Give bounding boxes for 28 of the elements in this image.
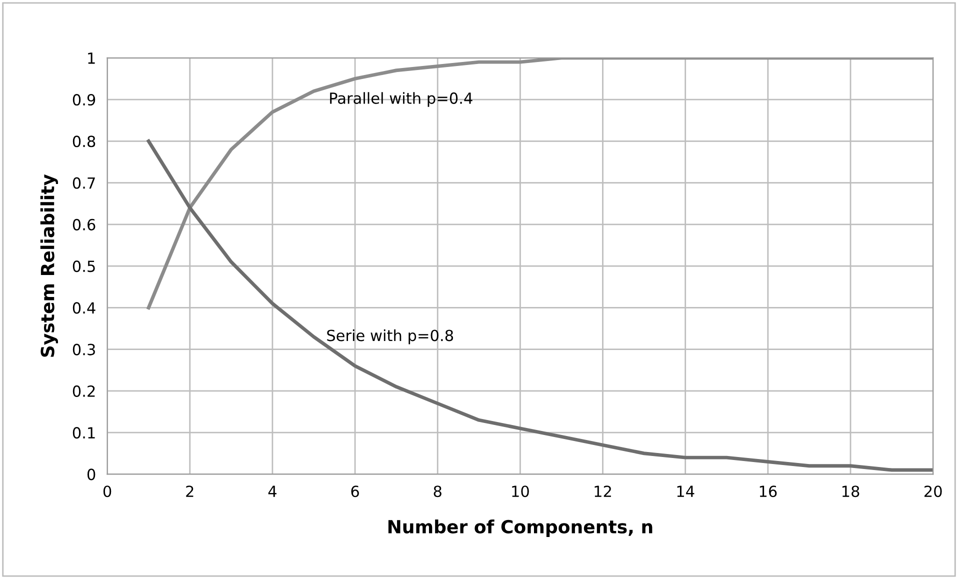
y-tick-label: 0.1 bbox=[72, 427, 95, 439]
x-tick-label: 6 bbox=[351, 486, 359, 498]
x-axis-title: Number of Components, n bbox=[388, 520, 652, 538]
x-tick-label: 16 bbox=[760, 486, 777, 498]
line-series bbox=[146, 58, 934, 310]
x-tick-label: 10 bbox=[512, 486, 529, 498]
y-tick-label: 0 bbox=[87, 468, 96, 480]
y-tick-label: 0.5 bbox=[72, 260, 95, 272]
x-tick-label: 12 bbox=[594, 486, 611, 497]
x-tick-label: 18 bbox=[842, 486, 860, 498]
y-tick-label: 0.3 bbox=[72, 344, 95, 356]
x-tick-label: 4 bbox=[268, 486, 276, 497]
y-tick-label: 0.6 bbox=[72, 218, 96, 230]
y-tick-label: 0.4 bbox=[72, 302, 96, 314]
y-tick-label: 1 bbox=[88, 52, 95, 64]
x-tick-label: 14 bbox=[677, 486, 694, 497]
x-tick-label: 8 bbox=[434, 486, 442, 498]
x-tick-label: 0 bbox=[103, 486, 112, 498]
y-tick-label: 0.2 bbox=[72, 385, 95, 397]
line-series bbox=[146, 139, 934, 472]
y-tick-label: 0.8 bbox=[72, 136, 96, 148]
annotation: Parallel with p=0.4 bbox=[330, 92, 472, 107]
x-tick-label: 20 bbox=[924, 486, 942, 498]
x-tick-label: 2 bbox=[186, 486, 194, 497]
annotation: Serie with p=0.8 bbox=[327, 329, 454, 344]
y-tick-label: 0.9 bbox=[72, 94, 96, 106]
y-axis-title: System Reliability bbox=[40, 174, 58, 357]
y-tick-label: 0.7 bbox=[72, 177, 95, 189]
